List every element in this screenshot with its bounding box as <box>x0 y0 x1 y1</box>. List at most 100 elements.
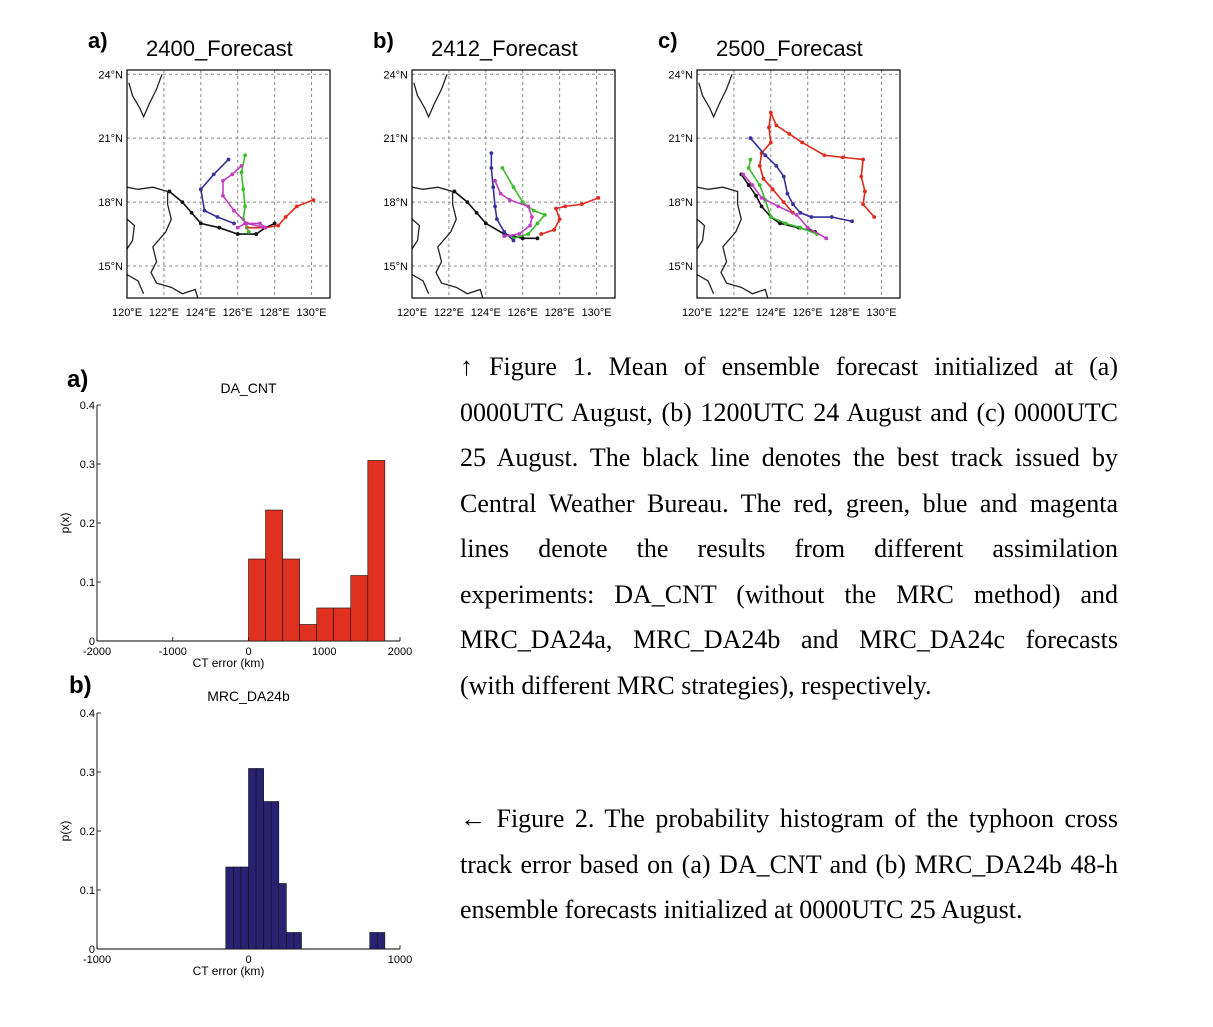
track-map-a: a) 2400_Forecast 120°E 122°E 124°E 126°E 128… <box>80 26 360 326</box>
x-tick-label: -1000 <box>159 646 187 658</box>
red-track-point <box>863 189 867 194</box>
red-track-point <box>554 206 558 211</box>
x-tick-label: 2000 <box>388 646 412 658</box>
lon-tick-label: 128°E <box>545 307 575 319</box>
histogram-plot: DA_CNT 0 0.1 0.2 0.3 0.4 -2000 -1000 0 1000 2000 CT… <box>58 380 412 670</box>
lat-tick-label: 21°N <box>668 133 693 145</box>
red-track-point <box>781 200 786 205</box>
map-title: 2500_Forecast <box>716 36 863 61</box>
histogram-bar <box>299 624 317 642</box>
red-track-point <box>294 204 299 209</box>
green-track-point <box>798 225 803 230</box>
lon-tick-label: 122°E <box>434 307 464 319</box>
figure2-caption: ← Figure 2. The probability histogram of… <box>460 796 1118 933</box>
figure1-caption: ↑ Figure 1. Mean of ensemble forecast in… <box>460 344 1118 708</box>
best-track-point <box>465 200 470 205</box>
magenta-track-point <box>824 236 829 241</box>
histogram-bar <box>350 575 369 642</box>
lon-tick-label: 128°E <box>830 307 860 319</box>
green-track-point <box>768 215 773 219</box>
best-track-point <box>180 200 185 205</box>
best-track-point <box>235 232 240 236</box>
lon-tick-label: 130°E <box>581 307 611 319</box>
magenta-track-point <box>805 225 810 230</box>
lat-tick-label: 15°N <box>98 261 123 273</box>
lon-tick-label: 122°E <box>719 307 749 319</box>
coastline <box>127 186 199 298</box>
green-track-point <box>542 212 547 217</box>
green-track-point <box>746 166 751 170</box>
green-track-point <box>500 166 505 170</box>
blue-track-point <box>232 221 236 226</box>
magenta-track-point <box>502 234 507 239</box>
best-track-point <box>189 210 194 215</box>
lon-tick-label: 126°E <box>223 307 253 319</box>
red-track-point <box>861 157 865 162</box>
map-frame <box>126 69 331 299</box>
lat-tick-label: 18°N <box>383 197 408 209</box>
blue-track-point <box>202 208 207 213</box>
blue-track-point <box>493 204 497 209</box>
magenta-track-point <box>517 232 521 236</box>
coastline-group <box>697 74 877 298</box>
red-track-point <box>311 198 316 202</box>
lon-tick-label: 128°E <box>260 307 290 319</box>
map-frame <box>411 69 616 299</box>
red-track-point <box>757 163 762 168</box>
green-track-line <box>747 159 818 235</box>
blue-track-point <box>489 166 494 170</box>
x-tick-label: -2000 <box>83 646 111 658</box>
blue-track-point <box>489 151 494 156</box>
green-track-point <box>535 221 540 226</box>
map-frame <box>696 69 901 299</box>
histogram-bar <box>286 932 295 950</box>
green-track-point <box>520 200 525 205</box>
coastline <box>697 186 769 298</box>
magenta-track-point <box>221 193 225 198</box>
best-track-point <box>198 221 203 226</box>
green-track-point <box>526 232 531 236</box>
best-track-point <box>520 236 525 241</box>
blue-track-point <box>211 172 216 177</box>
red-track-point <box>770 187 775 192</box>
green-track-point <box>511 185 516 190</box>
magenta-track-point <box>245 221 249 226</box>
red-track-line <box>540 197 599 235</box>
coastline <box>697 218 706 250</box>
histogram-title: MRC_DA24b <box>207 688 290 704</box>
lon-tick-label: 124°E <box>756 307 786 319</box>
y-tick-label: 0.1 <box>80 577 95 589</box>
coastline <box>412 273 430 294</box>
histogram-bar <box>263 801 272 950</box>
best-track-point <box>254 232 259 236</box>
blue-track-point <box>491 185 496 190</box>
red-track-point <box>872 215 877 219</box>
red-track-point <box>767 125 771 130</box>
lon-tick-label: 124°E <box>471 307 501 319</box>
map-title: 2400_Forecast <box>146 36 293 61</box>
red-track-point <box>800 140 805 145</box>
blue-track-point <box>791 202 795 207</box>
panel-label: b) <box>373 28 394 53</box>
lat-tick-label: 24°N <box>668 69 693 81</box>
lat-tick-label: 21°N <box>98 133 123 145</box>
y-tick-label: 0.4 <box>80 708 95 720</box>
lon-tick-label: 130°E <box>866 307 896 319</box>
y-axis-label: p(x) <box>58 513 72 534</box>
best-track-point <box>474 210 479 215</box>
green-track-point <box>246 230 251 234</box>
best-track-point <box>272 221 277 226</box>
blue-track-point <box>785 191 790 196</box>
best-track-point <box>483 221 488 226</box>
histogram-bar <box>233 866 242 950</box>
y-tick-label: 0.1 <box>80 885 95 897</box>
y-tick-label: 0 <box>89 636 95 648</box>
magenta-track-point <box>759 195 764 200</box>
x-tick-label: 0 <box>245 954 251 966</box>
track-map-plot: 120°E 122°E 124°E 126°E 128°E 130°E 24°N 21°N 18… <box>383 69 616 319</box>
histogram-title: DA_CNT <box>220 380 276 396</box>
blue-track-point <box>502 230 507 234</box>
x-tick-label: -1000 <box>83 954 111 966</box>
red-track-point <box>557 217 562 222</box>
